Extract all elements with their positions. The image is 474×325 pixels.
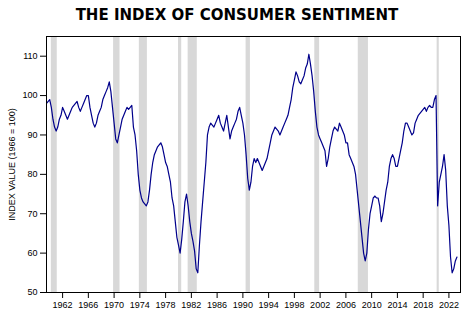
svg-text:2014: 2014: [387, 300, 407, 310]
svg-text:70: 70: [27, 209, 37, 219]
svg-text:1994: 1994: [259, 300, 279, 310]
svg-text:1974: 1974: [130, 300, 150, 310]
svg-text:2002: 2002: [310, 300, 330, 310]
svg-text:1986: 1986: [207, 300, 227, 310]
svg-text:1990: 1990: [233, 300, 253, 310]
svg-text:80: 80: [27, 169, 37, 179]
html-text:THE INDEX OF CONSUMER SENTIMEN: THE INDEX OF CONSUMER SENTIMENT: [75, 6, 399, 24]
svg-text:2006: 2006: [336, 300, 356, 310]
svg-text:2010: 2010: [362, 300, 382, 310]
svg-text:1966: 1966: [78, 300, 98, 310]
svg-text:1978: 1978: [156, 300, 176, 310]
svg-text:90: 90: [27, 130, 37, 140]
svg-text:1970: 1970: [104, 300, 124, 310]
svg-text:2018: 2018: [413, 300, 433, 310]
svg-text:50: 50: [27, 287, 37, 297]
svg-text:1962: 1962: [53, 300, 73, 310]
svg-text:110: 110: [23, 51, 37, 61]
svg-text:2022: 2022: [439, 300, 459, 310]
svg-text:1998: 1998: [284, 300, 304, 310]
svg-text:60: 60: [27, 248, 37, 258]
svg-text:INDEX VALUE (1966 = 100): INDEX VALUE (1966 = 100): [7, 108, 17, 221]
svg-text:100: 100: [22, 90, 37, 100]
svg-text:1982: 1982: [181, 300, 201, 310]
